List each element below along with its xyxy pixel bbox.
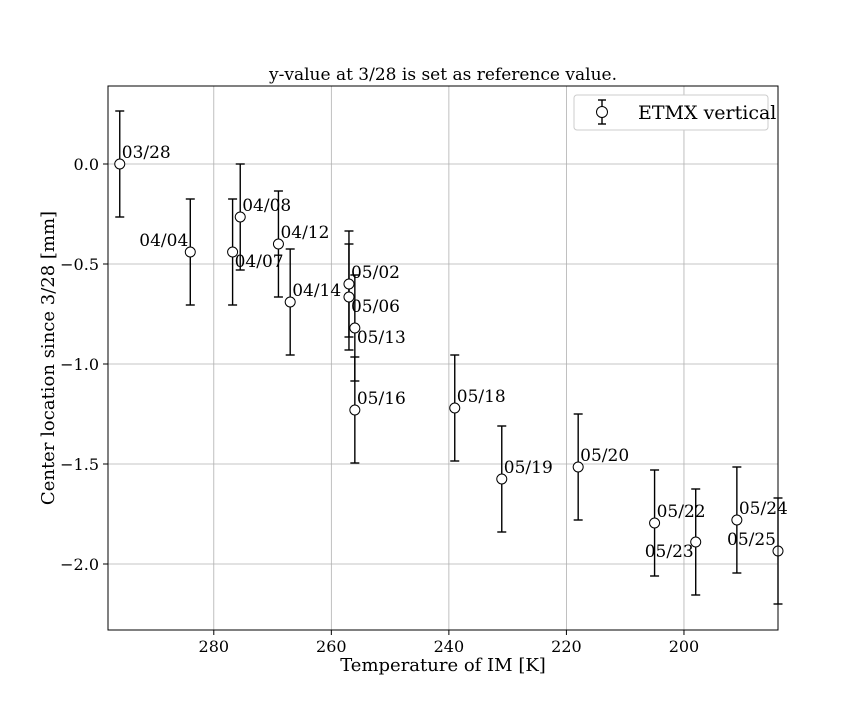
y-axis-ticks: 0.0 −0.5 −1.0 −1.5 −2.0: [60, 155, 108, 574]
data-point: [343, 278, 355, 290]
data-label: 05/22: [657, 502, 706, 522]
point-labels: 03/28 04/04 04/07 04/08 04/12 04/14 05/02 05/06…: [122, 143, 788, 562]
data-label: 05/20: [580, 446, 629, 466]
data-point: [272, 238, 284, 250]
x-tick-label: 260: [316, 637, 347, 656]
y-tick-label: −1.5: [60, 455, 99, 474]
data-label: 04/07: [235, 252, 284, 272]
data-label: 05/13: [357, 328, 406, 348]
data-point: [690, 536, 702, 548]
data-point: [114, 158, 126, 170]
data-label: 05/24: [739, 499, 788, 519]
data-label: 04/08: [242, 196, 291, 216]
y-tick-label: −0.5: [60, 255, 99, 274]
data-point: [234, 211, 246, 223]
data-point: [449, 402, 461, 414]
data-label: 05/19: [504, 458, 553, 478]
legend: ETMX vertical: [573, 94, 776, 131]
plot-frame: [107, 85, 779, 631]
legend-marker: [596, 106, 608, 118]
data-label: 04/12: [280, 223, 329, 243]
y-tick-label: 0.0: [74, 155, 99, 174]
x-tick-label: 280: [199, 637, 230, 656]
chart-title: y-value at 3/28 is set as reference valu…: [268, 65, 617, 85]
data-point: [349, 404, 361, 416]
data-point: [227, 246, 239, 258]
data-label: 04/14: [292, 281, 341, 301]
y-tick-label: −1.0: [60, 355, 99, 374]
x-axis-label: Temperature of IM [K]: [340, 655, 546, 676]
legend-box: [573, 94, 769, 131]
legend-entry-label: ETMX vertical: [638, 102, 776, 124]
data-label: 05/18: [457, 387, 506, 407]
data-label: 05/25: [727, 530, 776, 550]
y-axis-label: Center location since 3/28 [mm]: [38, 211, 59, 505]
data-points: [114, 158, 784, 557]
data-point: [349, 322, 361, 334]
data-point: [649, 517, 661, 529]
y-tick-label: −2.0: [60, 555, 99, 574]
data-point: [496, 473, 508, 485]
data-point: [284, 296, 296, 308]
data-label: 05/16: [357, 389, 406, 409]
data-label: 03/28: [122, 143, 171, 163]
x-tick-label: 240: [434, 637, 465, 656]
grid-lines: [108, 86, 778, 630]
x-axis-ticks: 280 260 240 220 200: [199, 630, 700, 656]
data-point: [343, 291, 355, 303]
data-label: 05/06: [351, 297, 400, 317]
data-point: [731, 514, 743, 526]
x-tick-label: 220: [551, 637, 582, 656]
data-label: 05/02: [351, 263, 400, 283]
data-label: 04/04: [139, 231, 188, 251]
x-tick-label: 200: [669, 637, 700, 656]
data-point: [184, 246, 196, 258]
data-label: 05/23: [645, 542, 694, 562]
data-point: [572, 461, 584, 473]
